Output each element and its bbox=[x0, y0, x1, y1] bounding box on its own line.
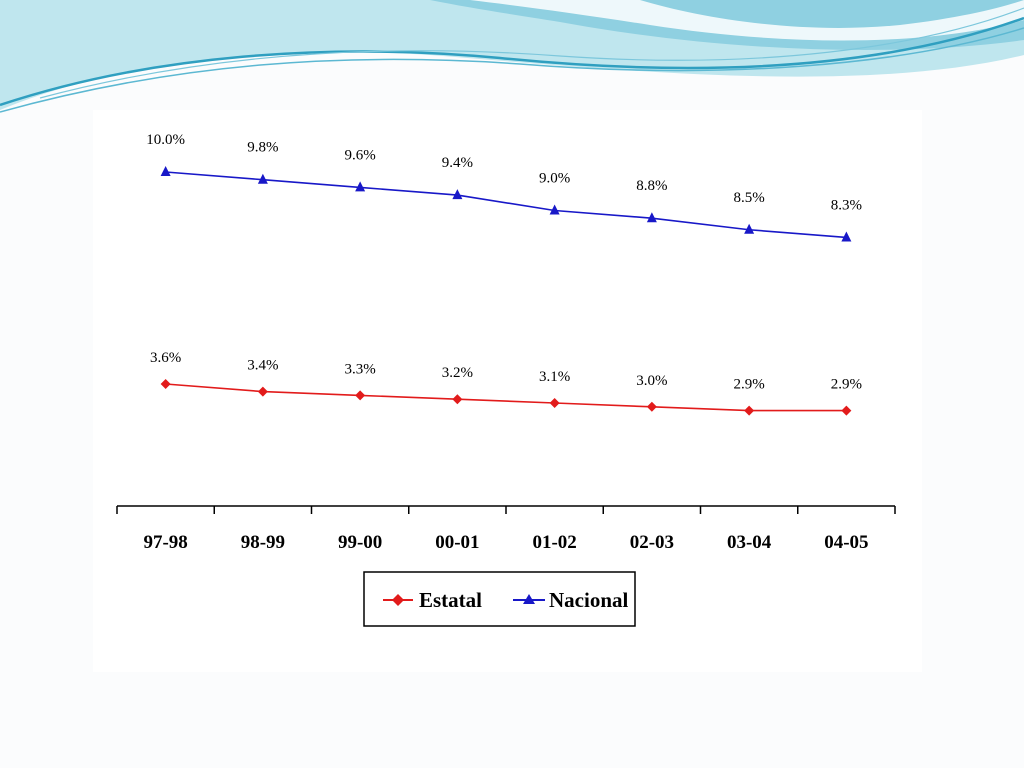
data-label-estatal: 2.9% bbox=[831, 377, 862, 393]
data-point-estatal bbox=[355, 390, 366, 401]
wave-line-3 bbox=[39, 7, 1024, 99]
data-label-nacional: 9.6% bbox=[345, 147, 376, 163]
data-point-nacional bbox=[549, 204, 560, 215]
data-point-estatal bbox=[841, 405, 852, 416]
x-tick-label: 98-99 bbox=[241, 532, 285, 553]
data-point-estatal bbox=[452, 394, 463, 405]
wave-line-1 bbox=[0, 16, 1024, 107]
data-label-estatal: 3.3% bbox=[345, 361, 376, 377]
data-point-nacional bbox=[257, 173, 268, 184]
series-line-estatal bbox=[165, 383, 847, 412]
x-tick-label: 99-00 bbox=[338, 532, 382, 553]
x-tick-label: 01-02 bbox=[532, 532, 576, 553]
x-tick-label: 03-04 bbox=[727, 532, 772, 553]
data-label-nacional: 8.3% bbox=[831, 197, 862, 213]
data-label-estatal: 3.4% bbox=[247, 358, 278, 374]
data-label-nacional: 9.0% bbox=[539, 171, 570, 187]
wave-white-band bbox=[470, 0, 1024, 41]
x-tick-label: 04-05 bbox=[824, 532, 868, 553]
data-point-nacional bbox=[160, 166, 171, 176]
data-point-estatal bbox=[257, 386, 268, 397]
data-point-estatal bbox=[549, 398, 560, 408]
data-point-estatal bbox=[646, 401, 657, 412]
data-label-nacional: 8.8% bbox=[636, 178, 667, 194]
x-tick-label: 00-01 bbox=[435, 532, 479, 553]
x-axis-ticks bbox=[116, 506, 896, 514]
data-point-estatal bbox=[160, 379, 171, 389]
data-label-estatal: 3.0% bbox=[636, 373, 667, 389]
data-point-nacional bbox=[841, 231, 852, 242]
legend: Estatal Nacional bbox=[363, 571, 636, 627]
legend-nacional-marker bbox=[523, 594, 535, 604]
chart-panel: 97-98 98-99 99-00 00-01 01-02 02-03 03-04 04-05… bbox=[93, 110, 922, 672]
data-label-estatal: 2.9% bbox=[734, 377, 765, 393]
x-tick-label: 97-98 bbox=[143, 532, 187, 553]
data-label-nacional: 10.0% bbox=[146, 132, 185, 148]
wave-line-2 bbox=[0, 27, 1024, 113]
series-line-nacional bbox=[165, 171, 847, 239]
data-point-estatal bbox=[744, 405, 755, 416]
data-label-estatal: 3.6% bbox=[150, 350, 181, 366]
data-label-estatal: 3.1% bbox=[539, 369, 570, 385]
data-label-nacional: 8.5% bbox=[734, 190, 765, 206]
x-tick-label: 02-03 bbox=[630, 532, 674, 553]
data-labels: 3.6% 3.4% 3.3% 3.2% 3.1% 3.0% 2.9% 2.9% 10.0% 9.8… bbox=[146, 132, 862, 393]
line-chart: 97-98 98-99 99-00 00-01 01-02 02-03 03-04 04-05… bbox=[116, 132, 896, 627]
x-axis-tick-labels: 97-98 98-99 99-00 00-01 01-02 02-03 03-04 04-05 bbox=[143, 532, 868, 553]
series-layer bbox=[160, 166, 852, 416]
data-point-nacional bbox=[355, 181, 366, 192]
data-label-estatal: 3.2% bbox=[442, 365, 473, 381]
legend-estatal-label: Estatal bbox=[419, 588, 482, 612]
legend-estatal-marker bbox=[392, 594, 404, 606]
data-label-nacional: 9.4% bbox=[442, 155, 473, 171]
data-point-nacional bbox=[646, 212, 657, 223]
data-point-nacional bbox=[744, 223, 755, 234]
legend-nacional-label: Nacional bbox=[549, 588, 629, 612]
data-label-nacional: 9.8% bbox=[247, 140, 278, 156]
data-point-nacional bbox=[452, 189, 463, 200]
